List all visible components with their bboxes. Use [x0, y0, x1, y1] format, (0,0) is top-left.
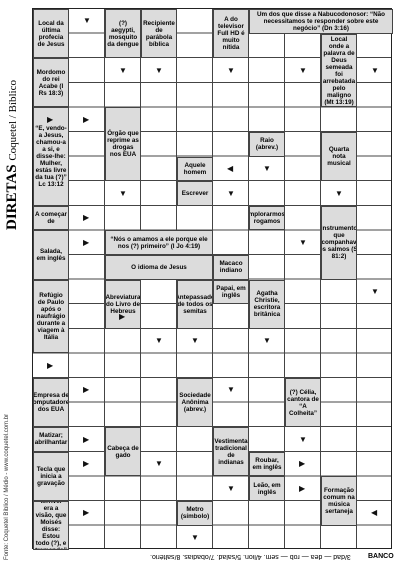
clue: Instrumento que acompanhava os salmos (S…	[321, 205, 357, 280]
subtitle: Coquetel / Bíblico	[7, 80, 19, 161]
clue: Um dos que disse a Nabucodonosor: “Não n…	[249, 9, 393, 34]
arrow: ▶	[299, 459, 306, 469]
title: DIRETAS Coquetel / Bíblico	[4, 80, 21, 230]
clue: Implorarmos; rogamos	[249, 205, 285, 231]
clue: Escrever	[177, 181, 213, 206]
clue: Sociedade Anônima (abrev.)	[177, 378, 213, 428]
arrow: ▶	[83, 459, 90, 469]
bank-label: BANCO	[368, 553, 394, 560]
clue: Metro (símbolo)	[177, 501, 213, 526]
arrow: ▼	[119, 65, 127, 75]
arrow: ▼	[191, 336, 199, 346]
clue: Refúgio de Paulo após o naufrágio durant…	[33, 279, 69, 354]
bank-text: 3/dad — dea — rob — sem. 4/lion. 5/salad…	[150, 553, 351, 560]
arrow: ▼	[371, 286, 379, 296]
clue: Local onde a palavra de Deus semeada foi…	[321, 33, 357, 108]
clue: Aquele homem	[177, 156, 213, 182]
arrow: ▼	[335, 188, 343, 198]
clue: Macaco indiano	[213, 255, 249, 280]
clue: Formação comum na música sertaneja	[321, 476, 357, 526]
clue: Mordomo do rei Acabe (I Rs 18:3)	[33, 58, 69, 108]
arrow: ▼	[155, 65, 163, 75]
arrow: ▶	[47, 360, 54, 370]
arrow: ▼	[227, 483, 235, 493]
arrow: ▶	[83, 385, 90, 395]
clue: “E, vendo-a Jesus, chamou-a a si, e diss…	[33, 107, 69, 206]
clue: Matizar; abrilhantar	[33, 427, 69, 452]
arrow: ▶	[119, 311, 126, 321]
clue: Agatha Christie, escritora britânica	[249, 279, 285, 329]
clue: Leão, em inglês	[249, 476, 285, 501]
arrow: ▼	[299, 434, 307, 444]
title-text: DIRETAS	[4, 164, 20, 230]
arrow: ▼	[299, 65, 307, 75]
arrow: ▼	[191, 532, 199, 542]
clue: (?) Célia, cantora de “A Colheita”	[285, 378, 321, 428]
arrow: ▼	[119, 188, 127, 198]
clue: Órgão que reprime as drogas nos EUA	[105, 107, 141, 182]
arrow: ▼	[227, 188, 235, 198]
clue: Roubar, em inglês	[249, 451, 285, 477]
arrow: ▼	[155, 336, 163, 346]
arrow: ▼	[263, 336, 271, 346]
clue: O idioma de Jesus	[105, 255, 213, 280]
clue: Quarta nota musical	[321, 132, 357, 182]
clue: Vestimenta tradicional de indianas	[213, 427, 249, 477]
arrow: ▼	[299, 237, 307, 247]
arrow: ◀	[227, 163, 234, 173]
arrow: ▼	[371, 65, 379, 75]
arrow: ▼	[227, 65, 235, 75]
clue: Salada, em inglês	[33, 230, 69, 280]
clue: Raio (abrev.)	[249, 132, 285, 157]
arrow: ▶	[83, 213, 90, 223]
clue: Tecla que inicia a gravação	[33, 451, 69, 501]
crossword-grid: Local da última profecia de Jesus (?) aeg…	[32, 8, 393, 551]
arrow: ◀	[371, 508, 378, 518]
clue: (?) aegypti, mosquito da dengue	[105, 9, 141, 59]
clue: Abreviatura do Livro de Hebreus	[105, 279, 141, 329]
clue: Recipiente de parábola bíblica	[141, 9, 177, 59]
arrow: ▼	[83, 16, 91, 26]
arrow: ▶	[83, 237, 90, 247]
clue: Local da última profecia de Jesus	[33, 9, 69, 59]
clue: “Nós o amamos a ele porque ele nos (?) p…	[105, 230, 213, 255]
arrow: ▶	[47, 114, 54, 124]
clue: Antepassado de todos os semitas	[177, 279, 213, 329]
clue: A do televisor Full HD é muito nítida	[213, 9, 249, 59]
arrow: ▼	[263, 163, 271, 173]
arrow: ▶	[83, 434, 90, 444]
clue: “E tão terrível era a visão, que Moisés …	[33, 501, 69, 551]
clue: A começar de	[33, 205, 69, 231]
source: Fonte: Coquetel Bíblico / Médio - www.co…	[4, 413, 10, 560]
clue: Empresa de computadores dos EUA	[33, 378, 69, 428]
arrow: ▶	[299, 483, 306, 493]
arrow: ▼	[155, 459, 163, 469]
arrow: ▶	[83, 508, 90, 518]
arrow: ▼	[227, 385, 235, 395]
clue: Cabeça de gado	[105, 427, 141, 477]
clue: Papai, em inglês	[213, 279, 249, 305]
arrow: ▶	[83, 114, 90, 124]
